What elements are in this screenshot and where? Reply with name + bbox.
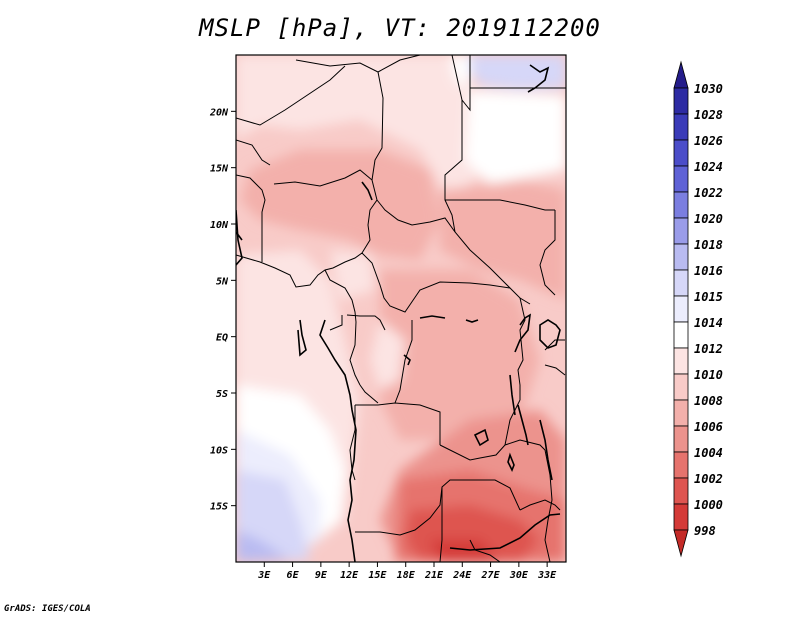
colorbar-label: 1022 — [694, 186, 723, 200]
colorbar-segment — [673, 321, 689, 349]
colorbar-label: 1024 — [694, 160, 723, 174]
colorbar-label: 1018 — [694, 238, 723, 252]
colorbar-label: 998 — [694, 524, 716, 538]
colorbar-label: 1028 — [694, 108, 723, 122]
colorbar-segment — [673, 451, 689, 479]
lat-label: 5S — [216, 389, 228, 400]
colorbar-segment — [673, 269, 689, 297]
colorbar-bottom-arrow — [673, 529, 689, 558]
colorbar-segment — [673, 477, 689, 505]
colorbar-segment — [673, 347, 689, 375]
colorbar-segment — [673, 425, 689, 453]
colorbar-label: 1014 — [694, 316, 723, 330]
coastlines — [236, 64, 561, 562]
lon-label: 15E — [368, 570, 387, 581]
colorbar-segment — [673, 399, 689, 427]
lon-label: 24E — [452, 570, 472, 581]
colorbar-segment — [673, 503, 689, 531]
longitude-labels: 3E 6E 9E 12E 15E 18E 21E 24E 27E 30E 33E — [257, 562, 557, 581]
lat-label: 15N — [210, 164, 229, 175]
lon-label: 6E — [287, 570, 300, 581]
colorbar-top-arrow — [673, 60, 689, 89]
lon-label: 18E — [397, 570, 416, 581]
map-frame — [235, 54, 567, 563]
lon-label: 21E — [424, 570, 444, 581]
lon-label: 9E — [315, 570, 328, 581]
lon-label: 33E — [537, 570, 557, 581]
colorbar-segment — [673, 113, 689, 141]
colorbar: 1030 1028 1026 1024 1022 1020 1018 1016 1015 1014… — [673, 60, 723, 558]
lon-label: 12E — [340, 570, 359, 581]
colorbar-label: 1004 — [694, 446, 723, 460]
latitude-labels: 20N 15N 10N 5N EQ 5S 10S 15S — [209, 107, 236, 513]
colorbar-segment — [673, 165, 689, 193]
colorbar-segment — [673, 139, 689, 167]
colorbar-label: 1026 — [694, 134, 723, 148]
lat-label: 10N — [210, 220, 229, 231]
colorbar-segment — [673, 243, 689, 271]
lat-label: 10S — [210, 445, 228, 456]
lon-label: 3E — [257, 570, 271, 581]
pressure-field — [236, 55, 566, 562]
colorbar-label: 1015 — [694, 290, 723, 304]
colorbar-label: 1020 — [694, 212, 723, 226]
footer-credit: GrADS: IGES/COLA — [4, 604, 91, 614]
colorbar-label: 1006 — [694, 420, 723, 434]
colorbar-label: 1008 — [694, 394, 723, 408]
colorbar-segment — [673, 373, 689, 401]
colorbar-segment — [673, 217, 689, 245]
colorbar-segment — [673, 191, 689, 219]
map-title: MSLP [hPa], VT: 2019112200 — [199, 14, 601, 42]
colorbar-segment — [673, 295, 689, 323]
colorbar-label: 1002 — [694, 472, 723, 486]
country-borders — [236, 55, 566, 562]
colorbar-label: 1012 — [694, 342, 723, 356]
lon-label: 30E — [509, 570, 529, 581]
colorbar-label: 1010 — [694, 368, 723, 382]
colorbar-label: 1016 — [694, 264, 723, 278]
lat-label: 5N — [216, 276, 229, 287]
lat-label: EQ — [216, 333, 228, 344]
colorbar-label: 1030 — [694, 82, 723, 96]
colorbar-label: 1000 — [694, 498, 723, 512]
lat-label: 15S — [210, 502, 228, 513]
lon-label: 27E — [481, 570, 501, 581]
colorbar-segment — [673, 87, 689, 115]
lat-label: 20N — [209, 107, 229, 118]
